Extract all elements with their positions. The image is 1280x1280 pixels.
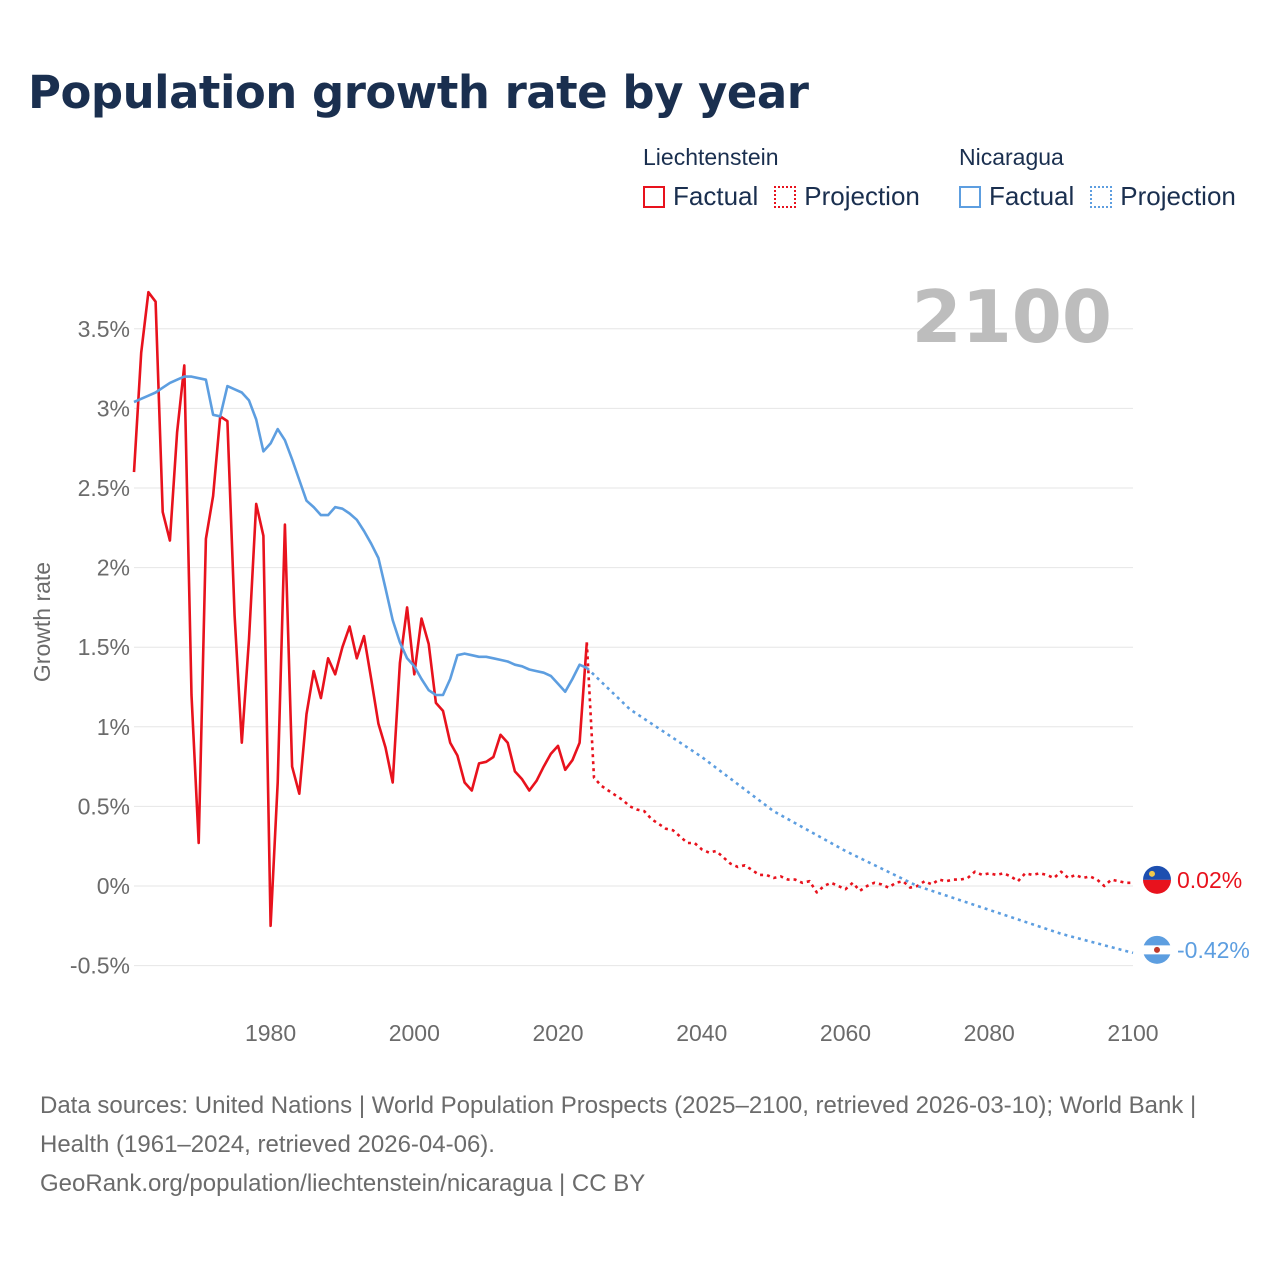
y-tick-label: 3.5% bbox=[78, 316, 130, 342]
y-tick-label: 3% bbox=[97, 395, 130, 421]
chart-title: Population growth rate by year bbox=[28, 66, 809, 119]
end-value-label: 0.02% bbox=[1177, 867, 1242, 893]
series-line-nicaragua-factual bbox=[133, 375, 588, 697]
y-tick-label: 1.5% bbox=[78, 634, 130, 660]
y-tick-label: 2.5% bbox=[78, 475, 130, 501]
current-year-label: 2100 bbox=[912, 275, 1112, 359]
legend-item-factual[interactable]: Factual bbox=[959, 181, 1074, 212]
projection-swatch bbox=[1090, 185, 1113, 208]
y-tick-label: 0.5% bbox=[78, 793, 130, 819]
footer: Data sources: United Nations | World Pop… bbox=[40, 1086, 1240, 1203]
series-line-nicaragua-projection bbox=[585, 666, 1134, 955]
flag-top-half bbox=[1143, 865, 1171, 880]
legend-nicaragua: Nicaragua Factual Projection bbox=[959, 144, 1236, 212]
x-tick-label: 2080 bbox=[964, 1020, 1015, 1046]
flag-bottom-half bbox=[1143, 879, 1171, 894]
projection-swatch bbox=[774, 185, 797, 208]
legend-item-label: Projection bbox=[1120, 181, 1236, 211]
factual-swatch bbox=[643, 185, 665, 208]
legend-item-factual[interactable]: Factual bbox=[643, 181, 758, 212]
y-tick-label: -0.5% bbox=[70, 953, 130, 979]
nicaragua-end-marker: -0.42% bbox=[1143, 935, 1250, 964]
x-tick-label: 2040 bbox=[676, 1020, 727, 1046]
x-tick-label: 2000 bbox=[389, 1020, 440, 1046]
liechtenstein-end-marker: 0.02% bbox=[1143, 865, 1242, 894]
legend-item-projection[interactable]: Projection bbox=[1090, 181, 1236, 212]
legend-item-label: Factual bbox=[989, 181, 1075, 211]
x-axis-ticks: 1980 2000 2020 2040 2060 2080 2100 bbox=[245, 1020, 1159, 1046]
flag-crown bbox=[1149, 870, 1155, 877]
attribution: GeoRank.org/population/liechtenstein/nic… bbox=[40, 1170, 646, 1197]
x-tick-label: 1980 bbox=[245, 1020, 296, 1046]
end-value-label: -0.42% bbox=[1177, 937, 1250, 963]
series-line-liechtenstein-projection bbox=[585, 642, 1133, 894]
y-tick-label: 2% bbox=[97, 555, 130, 581]
series-lines bbox=[132, 290, 1134, 955]
x-tick-label: 2060 bbox=[820, 1020, 871, 1046]
legend-item-label: Factual bbox=[673, 181, 759, 211]
legend-item-label: Projection bbox=[804, 181, 920, 211]
flag-emblem bbox=[1154, 946, 1160, 953]
series-line-liechtenstein-factual bbox=[132, 290, 589, 928]
y-tick-label: 0% bbox=[97, 873, 130, 899]
growth-rate-chart: -0.5% 0% 0.5% 1% 1.5% 2% 2.5% 3% 3.5% 1980 2000 20… bbox=[29, 275, 1250, 1046]
end-markers: 0.02% -0.42% bbox=[1143, 865, 1250, 964]
legend-country-label: Nicaragua bbox=[959, 144, 1064, 170]
x-tick-label: 2100 bbox=[1107, 1020, 1158, 1046]
legend-country-label: Liechtenstein bbox=[643, 144, 779, 170]
data-sources: Data sources: United Nations | World Pop… bbox=[40, 1092, 1197, 1158]
gridlines bbox=[134, 328, 1133, 967]
x-tick-label: 2020 bbox=[532, 1020, 583, 1046]
factual-swatch bbox=[959, 185, 981, 208]
y-axis-label: Growth rate bbox=[29, 562, 55, 682]
legend-liechtenstein: Liechtenstein Factual Projection bbox=[643, 144, 920, 212]
y-tick-label: 1% bbox=[97, 714, 130, 740]
legend-item-projection[interactable]: Projection bbox=[774, 181, 920, 212]
y-axis-ticks: -0.5% 0% 0.5% 1% 1.5% 2% 2.5% 3% 3.5% bbox=[70, 316, 130, 979]
